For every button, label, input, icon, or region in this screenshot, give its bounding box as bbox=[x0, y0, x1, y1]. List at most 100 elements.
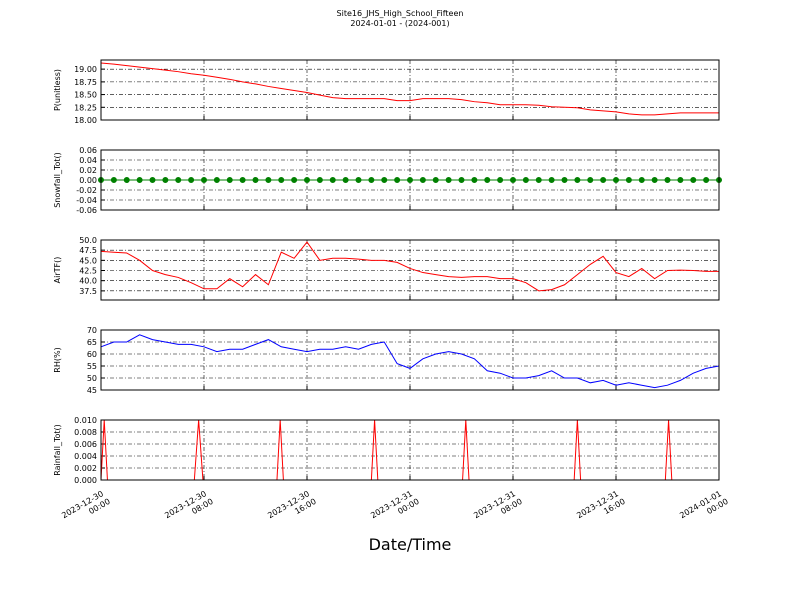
x-axis-label: Date/Time bbox=[369, 535, 452, 554]
data-point bbox=[136, 177, 143, 183]
y-tick-label: 0.02 bbox=[79, 166, 97, 175]
y-tick-label: 0.006 bbox=[74, 440, 97, 449]
data-point bbox=[213, 177, 220, 183]
y-tick-label: -0.06 bbox=[76, 206, 97, 215]
y-tick-label: 47.5 bbox=[79, 246, 97, 255]
data-line bbox=[100, 241, 719, 292]
y-axis-label: RH(%) bbox=[53, 347, 62, 372]
data-point bbox=[278, 177, 285, 183]
y-axis-label: P(unitless) bbox=[53, 69, 62, 111]
data-point bbox=[355, 177, 362, 183]
y-tick-label: 0.002 bbox=[74, 464, 97, 473]
data-point bbox=[123, 177, 130, 183]
data-point bbox=[471, 177, 478, 183]
y-tick-label: 0.010 bbox=[74, 416, 97, 425]
data-point bbox=[226, 177, 233, 183]
y-tick-label: 60 bbox=[87, 350, 97, 359]
y-tick-label: 42.5 bbox=[79, 267, 97, 276]
data-point bbox=[342, 177, 349, 183]
axes-frame bbox=[100, 239, 720, 301]
chart-subtitle: 2024-01-01 - (2024-001) bbox=[350, 19, 449, 28]
y-tick-label: 18.75 bbox=[74, 78, 97, 87]
y-tick-label: 18.25 bbox=[74, 103, 97, 112]
data-point bbox=[304, 177, 310, 183]
data-point bbox=[316, 177, 323, 183]
y-tick-label: 50.0 bbox=[79, 236, 97, 245]
data-point bbox=[600, 177, 607, 183]
data-point bbox=[458, 177, 465, 183]
y-tick-label: 50 bbox=[87, 374, 97, 383]
data-point bbox=[329, 177, 336, 183]
data-point bbox=[664, 177, 671, 183]
y-tick-label: 19.00 bbox=[74, 65, 97, 74]
data-point bbox=[548, 177, 555, 183]
data-point bbox=[265, 177, 272, 183]
data-point bbox=[690, 177, 697, 183]
axes-frame bbox=[100, 149, 720, 211]
y-tick-label: 18.00 bbox=[74, 116, 97, 125]
y-tick-label: 37.5 bbox=[79, 287, 97, 296]
data-point bbox=[110, 177, 117, 183]
data-point bbox=[613, 177, 619, 183]
data-point bbox=[201, 177, 207, 183]
axes-frame bbox=[100, 59, 720, 121]
y-axis-label: AirTF() bbox=[53, 257, 62, 284]
data-point bbox=[162, 177, 169, 183]
y-tick-label: 70 bbox=[87, 326, 97, 335]
y-tick-label: 0.04 bbox=[79, 156, 97, 165]
data-point bbox=[703, 177, 710, 183]
data-point bbox=[535, 177, 542, 183]
y-axis-label: Snowfall_Tot() bbox=[53, 152, 62, 208]
data-point bbox=[587, 177, 594, 183]
y-tick-label: 18.50 bbox=[74, 91, 97, 100]
data-point bbox=[149, 177, 156, 183]
data-point bbox=[239, 177, 246, 183]
y-tick-label: -0.02 bbox=[76, 186, 97, 195]
y-tick-label: 40.0 bbox=[79, 277, 97, 286]
y-tick-label: 55 bbox=[87, 362, 97, 371]
data-point bbox=[561, 177, 568, 183]
data-point bbox=[445, 177, 452, 183]
data-point bbox=[522, 177, 529, 183]
y-tick-label: 0.004 bbox=[74, 452, 97, 461]
data-point bbox=[394, 177, 401, 183]
data-point bbox=[368, 177, 375, 183]
axes-frame bbox=[100, 329, 720, 391]
y-tick-label: -0.04 bbox=[76, 196, 97, 205]
data-line bbox=[100, 334, 720, 389]
data-point bbox=[625, 177, 632, 183]
y-tick-label: 45.0 bbox=[79, 256, 97, 265]
y-tick-label: 0.06 bbox=[79, 146, 97, 155]
data-point bbox=[497, 177, 504, 183]
data-point bbox=[419, 177, 426, 183]
data-point bbox=[252, 177, 259, 183]
y-tick-label: 65 bbox=[87, 338, 97, 347]
data-point bbox=[188, 177, 195, 183]
data-point bbox=[677, 177, 684, 183]
y-tick-label: 0.008 bbox=[74, 428, 97, 437]
data-point bbox=[381, 177, 388, 183]
data-point bbox=[407, 177, 413, 183]
data-point bbox=[432, 177, 439, 183]
y-tick-label: 0.000 bbox=[74, 476, 97, 485]
data-point bbox=[291, 177, 298, 183]
y-tick-label: 45 bbox=[87, 386, 97, 395]
data-point bbox=[175, 177, 182, 183]
axes-frame bbox=[100, 419, 720, 481]
y-tick-label: 0.00 bbox=[79, 176, 97, 185]
data-point bbox=[510, 177, 516, 183]
data-point bbox=[638, 177, 645, 183]
data-line bbox=[100, 62, 719, 116]
y-axis-label: Rainfall_Tot() bbox=[53, 424, 62, 476]
data-point bbox=[484, 177, 491, 183]
data-point bbox=[651, 177, 658, 183]
chart-title: Site16_JHS_High_School_Fifteen bbox=[337, 9, 464, 18]
